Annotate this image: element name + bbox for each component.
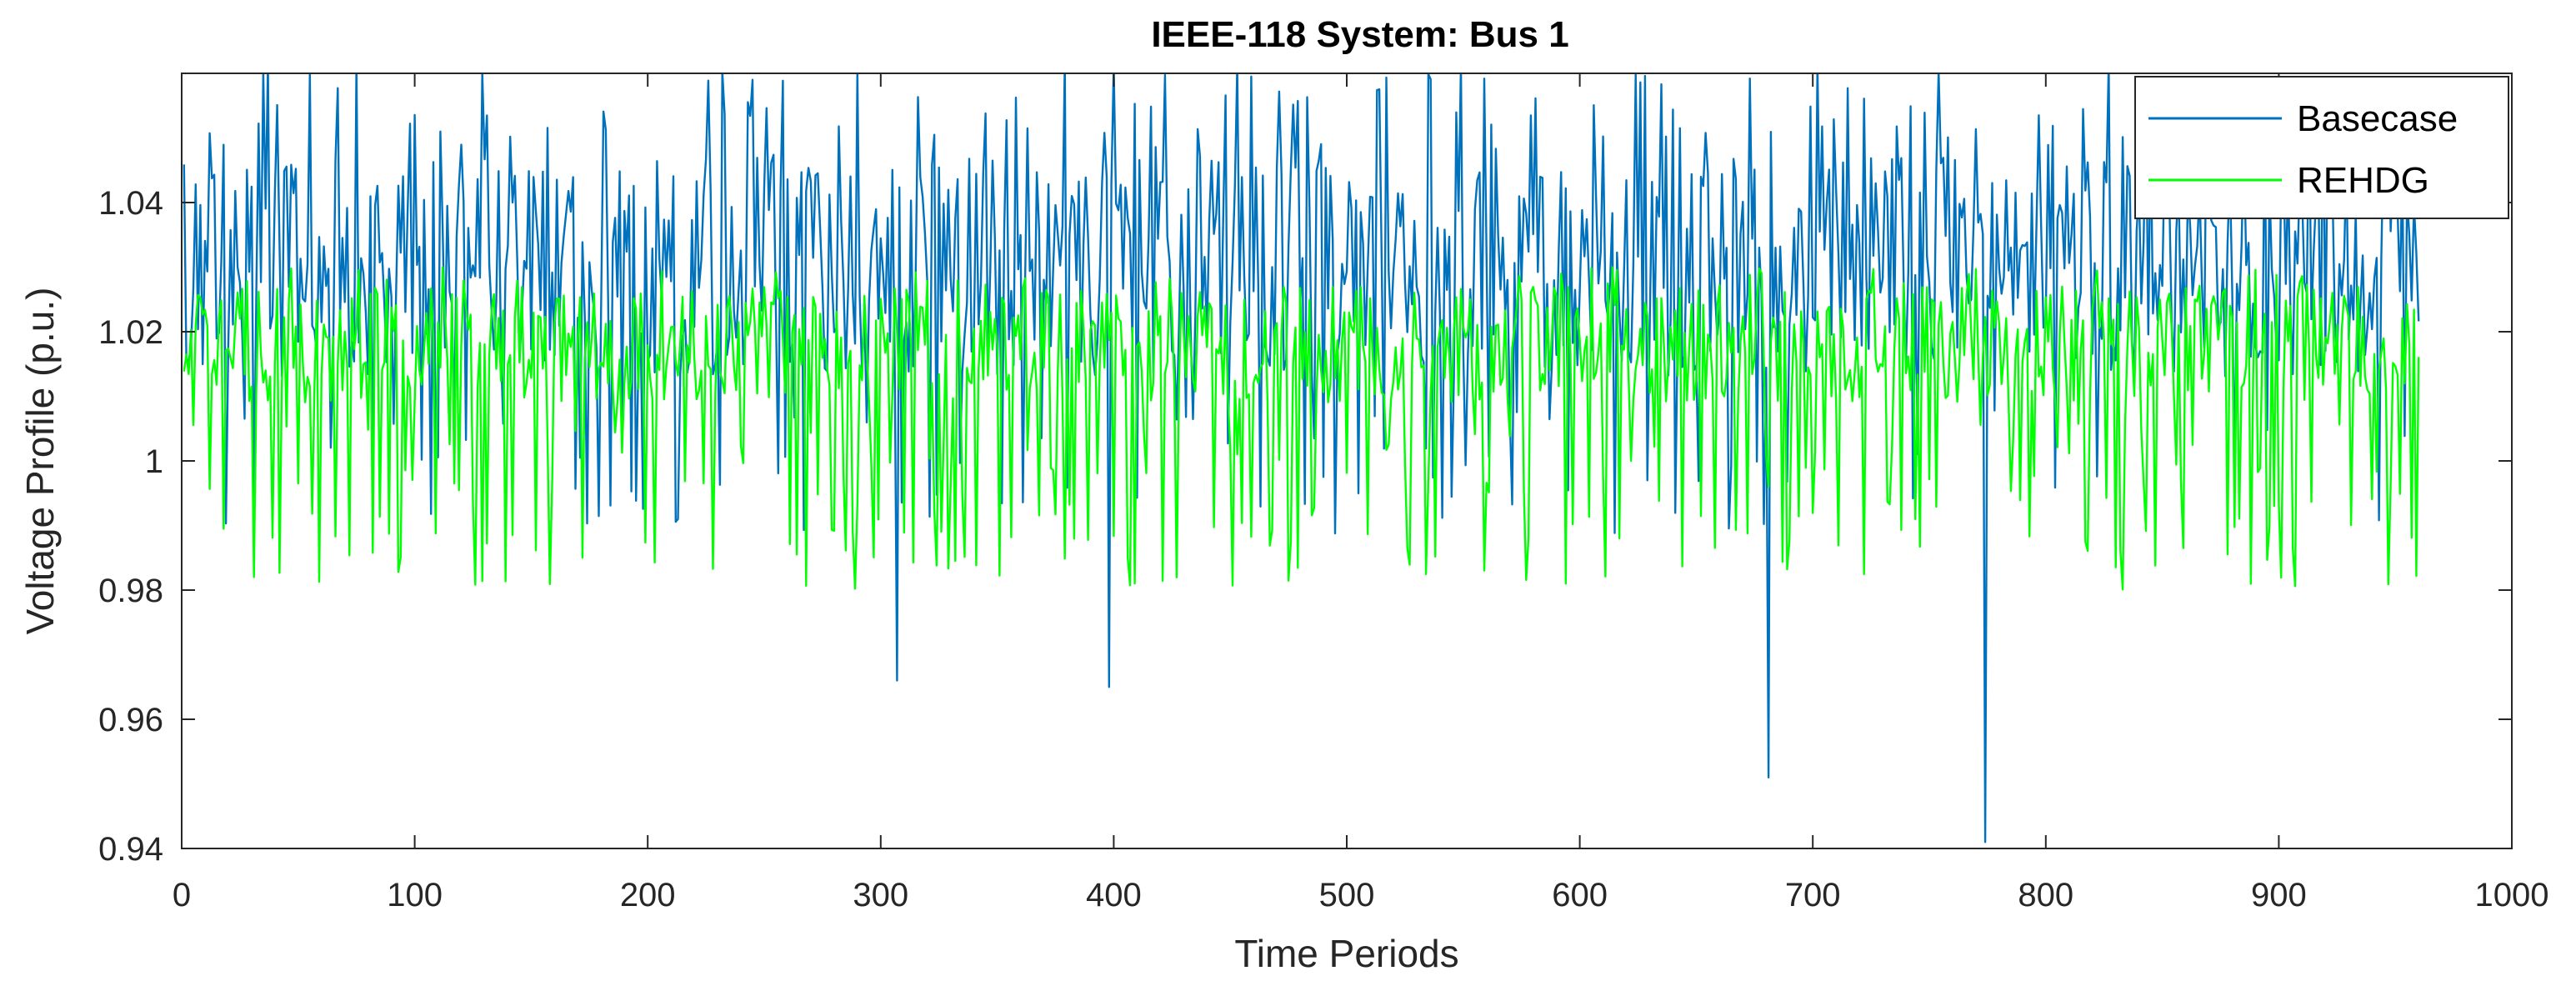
- y-tick-label: 0.98: [98, 573, 163, 609]
- x-tick-label: 100: [387, 877, 443, 913]
- y-tick-label: 1.04: [98, 185, 163, 222]
- y-tick-label: 0.96: [98, 702, 163, 738]
- legend-label-basecase: Basecase: [2297, 98, 2458, 139]
- x-tick-label: 600: [1552, 877, 1608, 913]
- x-tick-label: 200: [620, 877, 676, 913]
- y-tick-label: 1: [145, 443, 163, 480]
- tick-marks: [181, 73, 2513, 849]
- y-axis-ticks: 0.94 0.96 0.98 1 1.02 1.04: [98, 185, 163, 868]
- x-axis-label: Time Periods: [1234, 932, 1458, 975]
- x-tick-label: 1000: [2475, 877, 2549, 913]
- y-axis-label: Voltage Profile (p.u.): [18, 288, 62, 635]
- series-layer: [183, 73, 2420, 843]
- x-tick-label: 800: [2018, 877, 2073, 913]
- legend-box: [2134, 76, 2509, 219]
- legend-label-rehdg: REHDG: [2297, 160, 2429, 201]
- chart-title: IEEE-118 System: Bus 1: [1151, 14, 1568, 55]
- x-tick-label: 0: [173, 877, 191, 913]
- series-line-rehdg: [183, 266, 2420, 591]
- x-axis-ticks: 0 100 200 300 400 500 600 700 800 900 1000: [173, 877, 2549, 913]
- x-tick-label: 900: [2251, 877, 2307, 913]
- x-tick-label: 700: [1785, 877, 1841, 913]
- x-tick-label: 400: [1086, 877, 1142, 913]
- y-tick-label: 0.94: [98, 831, 163, 868]
- legend: Basecase REHDG: [2134, 76, 2509, 219]
- series-line-basecase: [183, 73, 2420, 843]
- x-tick-label: 300: [853, 877, 908, 913]
- x-tick-label: 500: [1319, 877, 1375, 913]
- plot-area: [181, 73, 2513, 849]
- y-tick-label: 1.02: [98, 314, 163, 351]
